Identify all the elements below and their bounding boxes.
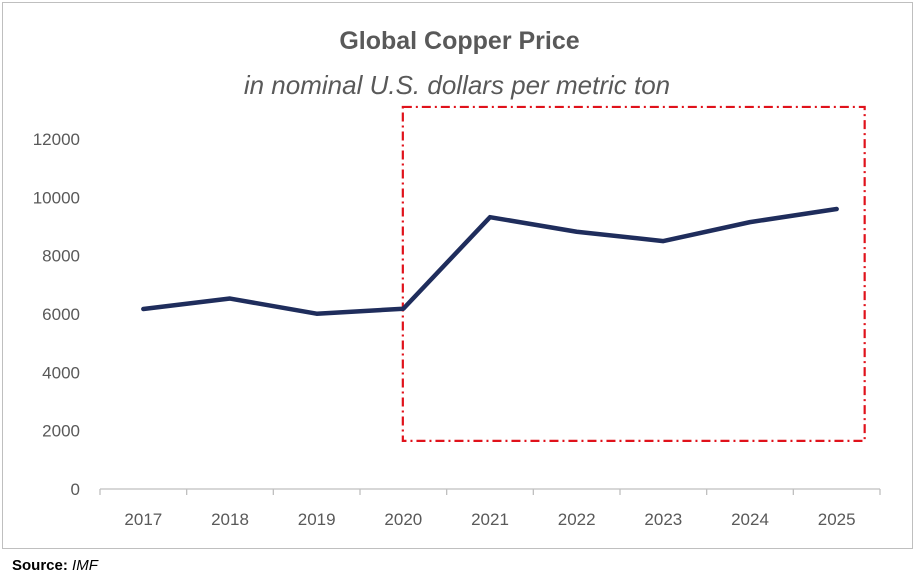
x-tick-label: 2023 [644,510,682,529]
highlight-layer [401,105,866,442]
y-tick-label: 2000 [42,422,80,441]
x-tick-label: 2024 [731,510,769,529]
y-tick-label: 6000 [42,305,80,324]
x-tick-label: 2025 [818,510,856,529]
y-tick-label: 0 [71,480,80,499]
chart-title: Global Copper Price [339,27,580,55]
x-axis [99,488,881,495]
source-note: Source: IMF [12,557,98,574]
x-tick-label: 2019 [298,510,336,529]
highlight-box [401,105,866,442]
x-axis-ticks: 2017 2018 2019 2020 2021 2022 2023 2024 2025 [124,510,855,529]
y-tick-label: 12000 [33,130,80,149]
x-tick-label: 2018 [211,510,249,529]
x-tick-label: 2022 [558,510,596,529]
chart-frame [2,2,913,549]
series-line [141,206,839,316]
y-tick-label: 8000 [42,247,80,266]
source-label: Source: [12,557,68,574]
x-tick-label: 2017 [124,510,162,529]
series-layer [141,206,839,316]
x-tick-label: 2021 [471,510,509,529]
source-value: IMF [72,557,98,574]
y-tick-label: 10000 [33,188,80,207]
x-tick-label: 2020 [384,510,422,529]
y-tick-label: 4000 [42,363,80,382]
y-axis-ticks: 0 2000 4000 6000 8000 10000 12000 [33,130,80,499]
chart-subtitle: in nominal U.S. dollars per metric ton [243,70,671,100]
